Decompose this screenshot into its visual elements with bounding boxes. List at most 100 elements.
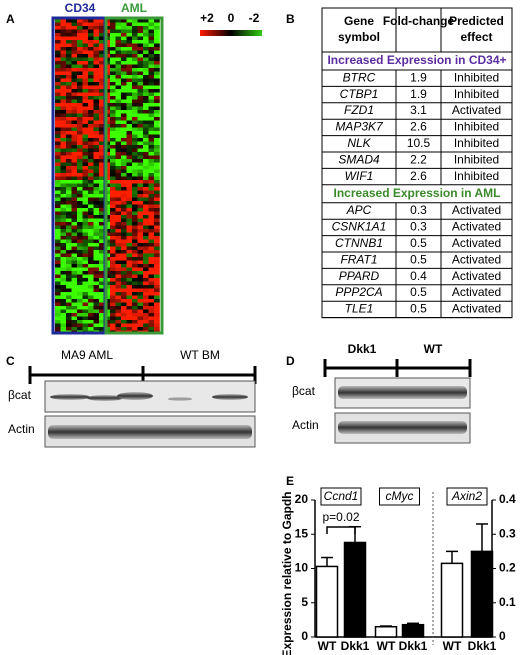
heat-cell bbox=[154, 29, 160, 34]
heat-cell bbox=[93, 124, 100, 128]
table-cell: Activated bbox=[452, 103, 501, 117]
heat-cell bbox=[93, 204, 100, 209]
heat-cell bbox=[99, 271, 105, 275]
heat-cell bbox=[88, 253, 94, 258]
heat-cell bbox=[132, 173, 138, 177]
heat-cell bbox=[99, 285, 105, 289]
heat-cell bbox=[126, 134, 133, 139]
heat-cell bbox=[115, 85, 122, 90]
heat-cell bbox=[126, 61, 133, 65]
heat-cell bbox=[126, 201, 133, 205]
heat-cell bbox=[121, 239, 127, 244]
heat-cell bbox=[77, 127, 83, 132]
heat-cell bbox=[137, 313, 144, 317]
heat-cell bbox=[154, 260, 160, 265]
table-cell: 0.4 bbox=[410, 269, 427, 283]
heat-cell bbox=[126, 260, 133, 265]
heat-cell bbox=[77, 124, 83, 128]
heat-cell bbox=[110, 194, 116, 198]
heat-cell bbox=[93, 64, 100, 69]
heat-cell bbox=[77, 113, 83, 118]
heat-cell bbox=[115, 29, 122, 34]
heat-cell bbox=[66, 327, 72, 331]
heat-cell bbox=[132, 26, 138, 30]
heat-cell bbox=[93, 110, 100, 114]
heat-cell bbox=[60, 302, 67, 307]
heat-cell bbox=[66, 176, 72, 181]
heat-cell bbox=[66, 103, 72, 107]
heat-cell bbox=[132, 106, 138, 111]
heat-cell bbox=[110, 103, 116, 107]
heat-cell bbox=[60, 295, 67, 300]
heat-cell bbox=[99, 306, 105, 310]
heat-cell bbox=[132, 89, 138, 93]
heat-cell bbox=[88, 176, 94, 181]
table-cell: 0.5 bbox=[410, 252, 427, 266]
heat-cell bbox=[121, 229, 127, 233]
heat-cell bbox=[121, 71, 127, 76]
heat-cell bbox=[99, 292, 105, 296]
heat-cell bbox=[143, 89, 149, 93]
heat-cell bbox=[66, 43, 72, 48]
heat-cell bbox=[126, 71, 133, 76]
heat-cell bbox=[66, 320, 72, 324]
heat-cell bbox=[121, 29, 127, 34]
heat-cell bbox=[154, 222, 160, 226]
group-label: WT BM bbox=[180, 348, 220, 362]
heat-cell bbox=[88, 239, 94, 244]
heat-cell bbox=[137, 309, 144, 314]
heat-cell bbox=[110, 190, 116, 195]
heat-cell bbox=[66, 145, 72, 149]
heat-cell bbox=[93, 57, 100, 62]
heat-cell bbox=[121, 54, 127, 58]
heat-cell bbox=[110, 211, 116, 216]
heat-cell bbox=[154, 246, 160, 251]
heat-cell bbox=[82, 145, 89, 149]
heat-cell bbox=[99, 190, 105, 195]
heat-cell bbox=[132, 68, 138, 72]
heat-cell bbox=[115, 152, 122, 156]
heat-cell bbox=[99, 68, 105, 72]
heat-cell bbox=[154, 113, 160, 118]
heat-cell bbox=[110, 120, 116, 125]
heat-cell bbox=[99, 232, 105, 237]
heat-cell bbox=[66, 309, 72, 314]
table-cell: Activated bbox=[452, 302, 501, 316]
heat-cell bbox=[132, 71, 138, 76]
heat-cell bbox=[148, 260, 155, 265]
heat-cell bbox=[148, 22, 155, 27]
heat-cell bbox=[143, 232, 149, 237]
heat-cell bbox=[93, 208, 100, 212]
heat-cell bbox=[71, 183, 78, 188]
heat-cell bbox=[66, 236, 72, 240]
heat-cell bbox=[137, 246, 144, 251]
heat-cell bbox=[71, 243, 78, 247]
heat-cell bbox=[99, 141, 105, 146]
heat-cell bbox=[143, 57, 149, 62]
heat-cell bbox=[121, 306, 127, 310]
heat-cell bbox=[143, 40, 149, 44]
heat-cell bbox=[132, 208, 138, 212]
heat-cell bbox=[60, 85, 67, 90]
heat-cell bbox=[154, 162, 160, 167]
heat-cell bbox=[148, 57, 155, 62]
heat-cell bbox=[126, 215, 133, 219]
heat-cell bbox=[66, 278, 72, 282]
heat-cell bbox=[88, 54, 94, 58]
heat-cell bbox=[143, 260, 149, 265]
heat-cell bbox=[71, 162, 78, 167]
heat-cell bbox=[115, 124, 122, 128]
heat-cell bbox=[132, 292, 138, 296]
heat-cell bbox=[154, 274, 160, 279]
heat-cell bbox=[55, 138, 61, 142]
heat-cell bbox=[154, 47, 160, 51]
heat-cell bbox=[99, 313, 105, 317]
heat-cell bbox=[60, 19, 67, 23]
heat-cell bbox=[143, 36, 149, 41]
heat-cell bbox=[143, 267, 149, 272]
heat-cell bbox=[126, 250, 133, 254]
heat-cell bbox=[154, 89, 160, 93]
heat-cell bbox=[137, 54, 144, 58]
